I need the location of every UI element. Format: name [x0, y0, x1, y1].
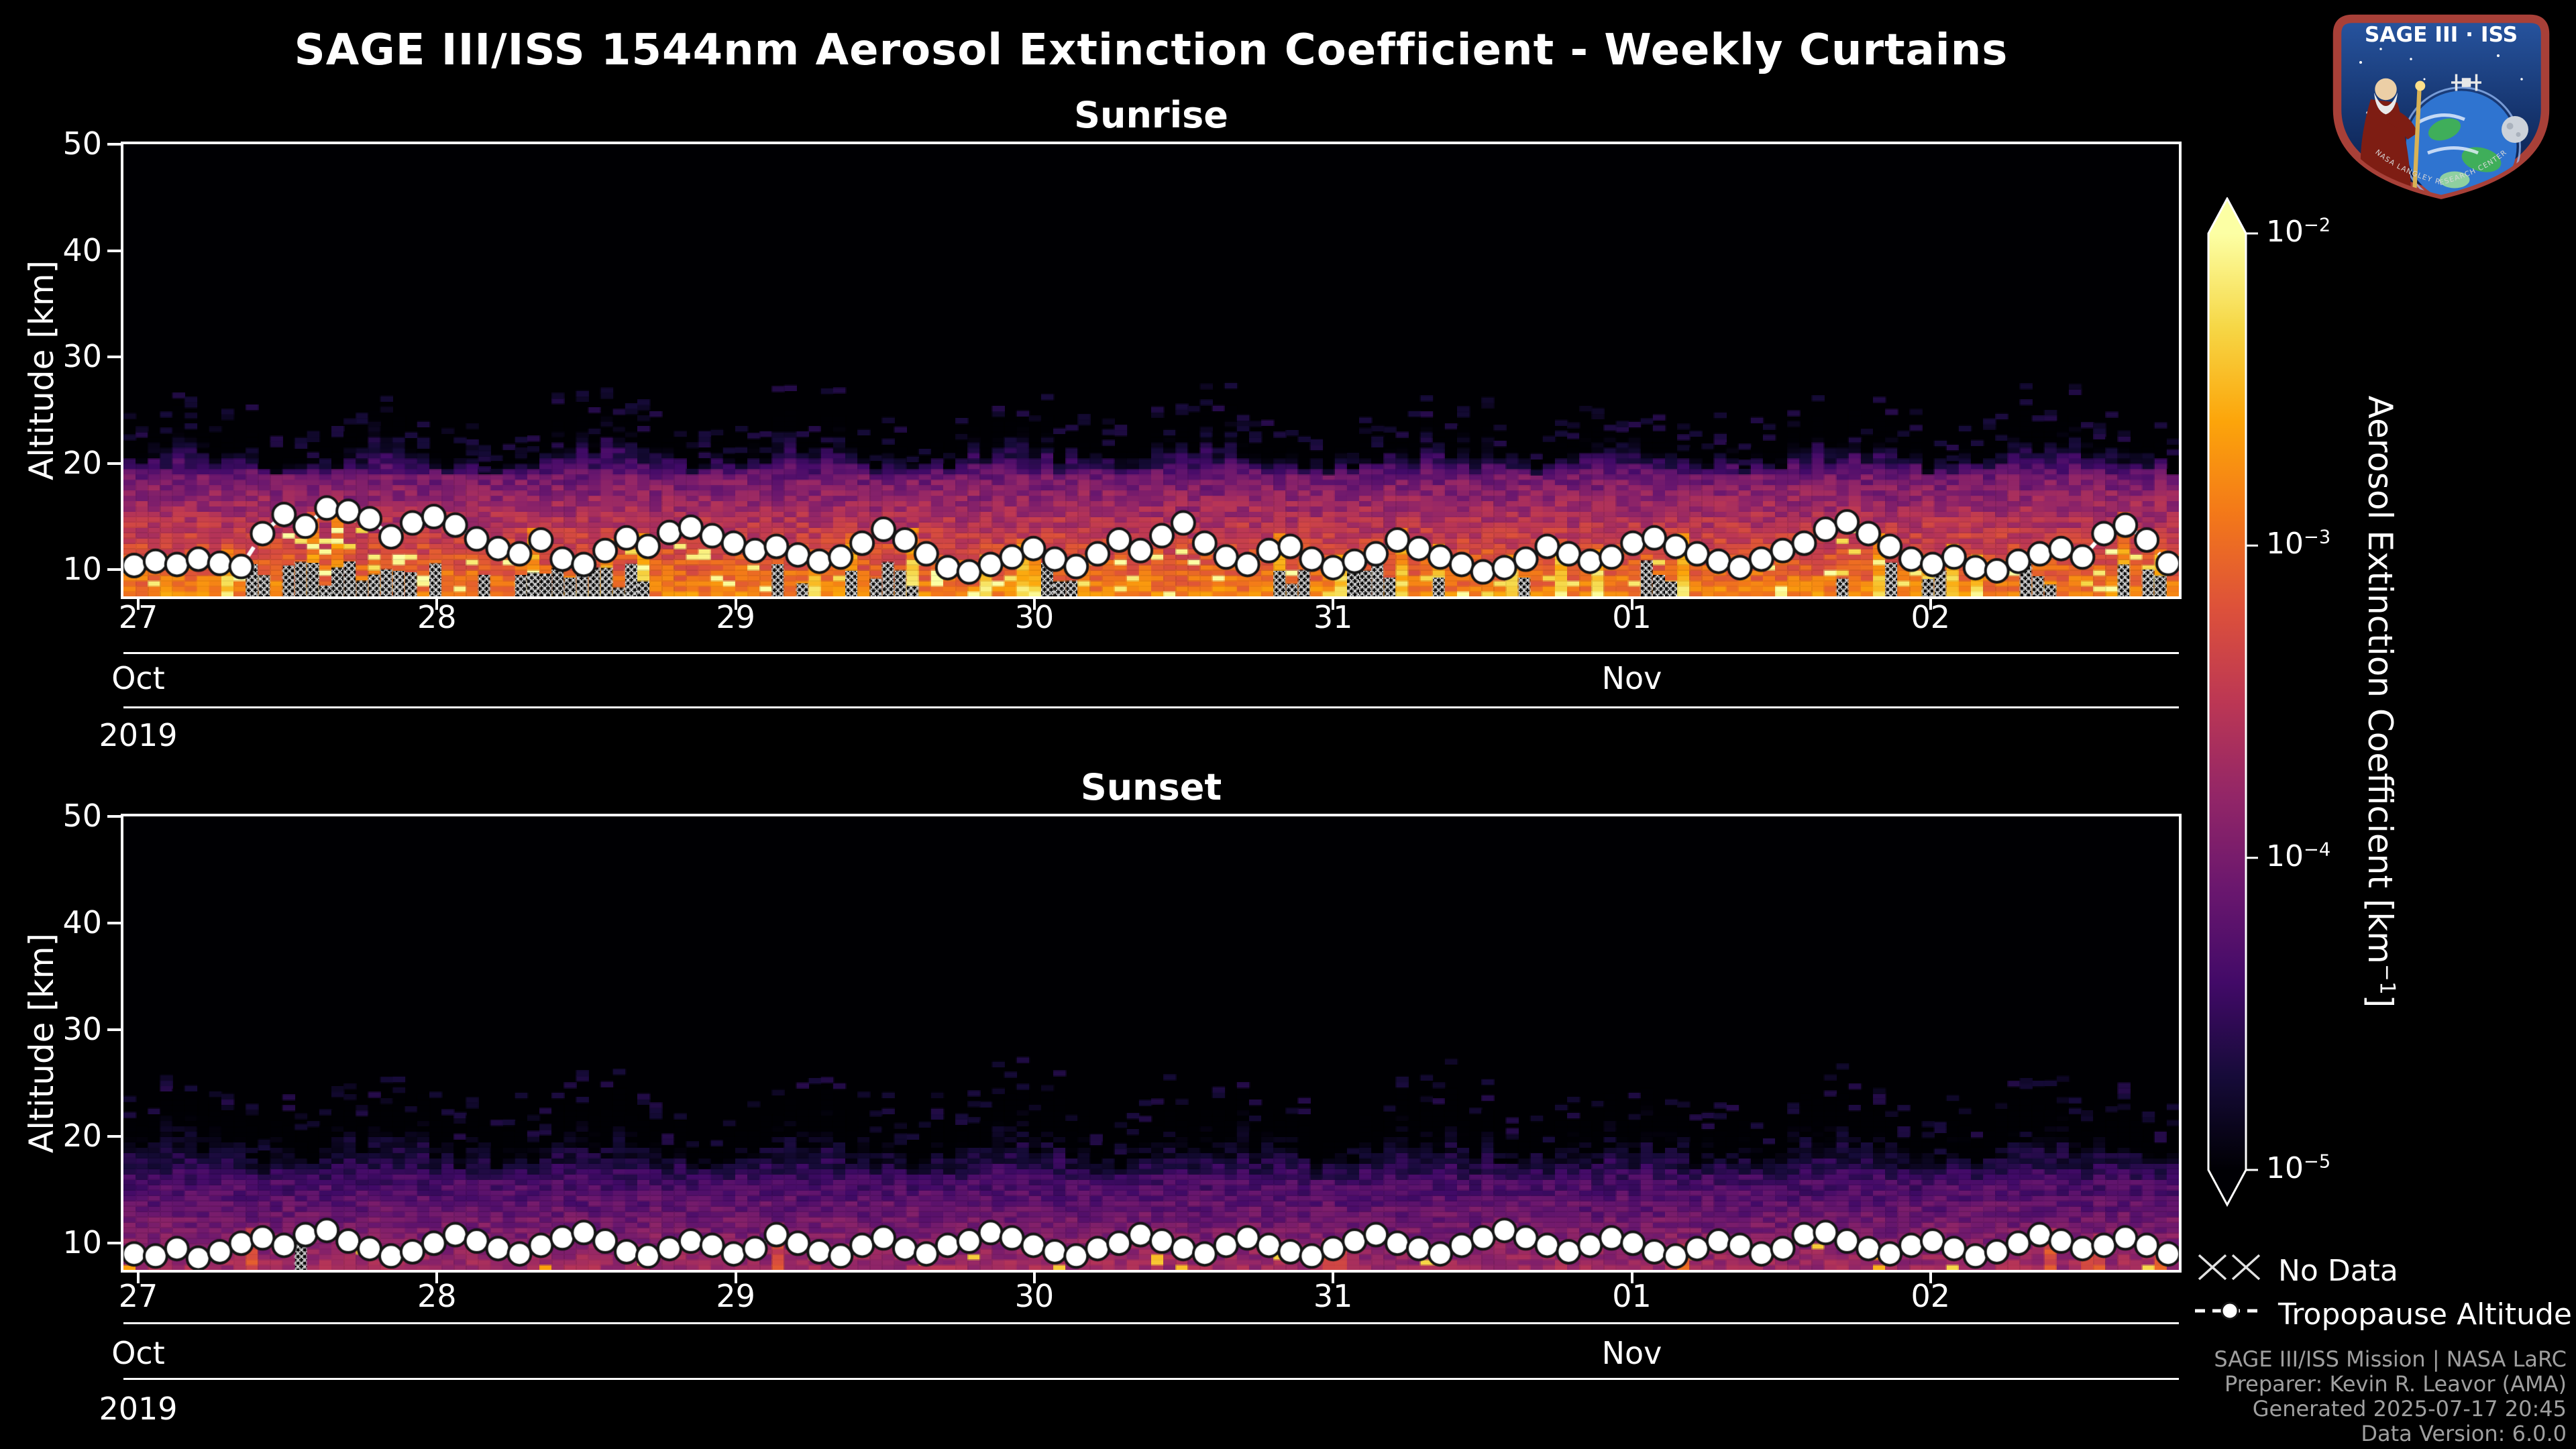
y-tick-label: 20: [62, 444, 102, 481]
y-tick-label: 10: [62, 551, 102, 588]
footer-line-mission: SAGE III/ISS Mission | NASA LaRC: [2214, 1346, 2567, 1372]
y-tickmark: [107, 356, 123, 359]
y-tick-label: 50: [62, 798, 102, 834]
y-tickmark: [107, 1028, 123, 1032]
moon: [2502, 116, 2528, 143]
y-tick-label: 20: [62, 1118, 102, 1155]
year-label: 2019: [99, 1391, 178, 1427]
x-tick-label: 31: [1313, 599, 1353, 635]
sunrise-panel-title: Sunrise: [1074, 94, 1228, 136]
y-tick-label: 10: [62, 1224, 102, 1261]
sunset-tropopause-overlay: [123, 816, 2179, 1270]
x-tickmark: [1929, 1270, 1932, 1283]
tropopause-legend-icon: [2195, 1301, 2265, 1320]
x-tick-label: 30: [1014, 1278, 1055, 1314]
colorbar-label-pre: Aerosol Extinction Coefficient [km: [2361, 395, 2400, 964]
page-title: SAGE III/ISS 1544nm Aerosol Extinction C…: [294, 25, 2008, 75]
colorbar-tick-label: 10−5: [2266, 1150, 2331, 1185]
colorbar-tickmarks: [2246, 232, 2258, 1171]
x-tickmark: [734, 596, 737, 610]
y-tickmark: [107, 1135, 123, 1138]
y-tickmark: [107, 143, 123, 146]
footer-credits: SAGE III/ISS Mission | NASA LaRC Prepare…: [2214, 1347, 2567, 1446]
x-tick-label: 28: [417, 599, 457, 635]
y-tickmark: [107, 462, 123, 465]
iss-silhouette: [2451, 74, 2481, 91]
x-tick-label: 02: [1911, 599, 1951, 635]
x-tickmark: [137, 596, 140, 610]
x-tickmark: [1032, 596, 1036, 610]
month-label: Nov: [1601, 660, 1662, 696]
x-tick-label: 01: [1612, 1278, 1652, 1314]
sunset-panel-title: Sunset: [1080, 766, 1222, 808]
date-separator-line: [123, 1322, 2179, 1324]
colorbar: [2207, 197, 2258, 1208]
x-tick-label: 02: [1911, 1278, 1951, 1314]
no-data-legend-icon: [2196, 1253, 2264, 1281]
y-tickmark: [107, 568, 123, 572]
date-separator-line: [123, 1378, 2179, 1380]
x-tick-label: 31: [1313, 1278, 1353, 1314]
x-tickmark: [734, 1270, 737, 1283]
mission-patch-logo: SAGE III · ISS NASA LANGLEY RESEARCH CEN…: [2332, 14, 2550, 199]
colorbar-tick-label: 10−4: [2266, 839, 2331, 873]
footer-line-preparer: Preparer: Kevin R. Leavor (AMA): [2224, 1371, 2567, 1397]
tropopause-legend-label: Tropopause Altitude: [2278, 1297, 2573, 1332]
y-tick-label: 30: [62, 338, 102, 375]
sunrise-tropopause-overlay: [123, 144, 2179, 596]
x-tick-label: 28: [417, 1278, 457, 1314]
colorbar-label-sup: −1: [2375, 963, 2400, 995]
x-tickmark: [1032, 1270, 1036, 1283]
date-separator-line: [123, 706, 2179, 708]
colorbar-tick-label: 10−3: [2266, 527, 2331, 561]
y-tickmark: [107, 1242, 123, 1245]
y-tick-label: 40: [62, 904, 102, 941]
x-tick-label: 27: [118, 599, 158, 635]
x-tickmark: [137, 1270, 140, 1283]
x-tickmark: [1630, 1270, 1633, 1283]
patch-title: SAGE III · ISS: [2365, 23, 2518, 47]
y-tick-label: 40: [62, 231, 102, 268]
footer-line-generated: Generated 2025-07-17 20:45: [2252, 1396, 2567, 1421]
x-tickmark: [1929, 596, 1932, 610]
x-tick-label: 01: [1612, 599, 1652, 635]
x-tickmark: [435, 1270, 439, 1283]
year-label: 2019: [99, 717, 178, 753]
x-tickmark: [1630, 596, 1633, 610]
x-tick-label: 29: [716, 1278, 755, 1314]
y-tickmark: [107, 249, 123, 252]
earth-clouds: [2416, 113, 2479, 155]
month-label: Oct: [111, 1335, 165, 1371]
x-tickmark: [1332, 596, 1335, 610]
y-tickmark: [107, 922, 123, 925]
colorbar-bar: [2207, 197, 2247, 1208]
month-label: Oct: [111, 660, 165, 696]
earth-land: [2428, 118, 2502, 189]
y-tick-label: 50: [62, 125, 102, 162]
x-tick-label: 27: [118, 1278, 158, 1314]
x-tick-label: 30: [1014, 599, 1055, 635]
x-tick-label: 29: [716, 599, 755, 635]
x-tickmark: [435, 596, 439, 610]
earth: [2406, 91, 2517, 195]
colorbar-label-post: ]: [2361, 994, 2400, 1008]
colorbar-axis-label: Aerosol Extinction Coefficient [km−1]: [2361, 396, 2400, 1008]
date-separator-line: [123, 652, 2179, 654]
y-tickmark: [107, 815, 123, 818]
month-label: Nov: [1601, 1335, 1662, 1371]
no-data-legend-label: No Data: [2278, 1254, 2398, 1288]
colorbar-tick-label: 10−2: [2266, 215, 2331, 249]
y-tick-label: 30: [62, 1011, 102, 1048]
footer-line-version: Data Version: 6.0.0: [2361, 1421, 2567, 1446]
x-tickmark: [1332, 1270, 1335, 1283]
